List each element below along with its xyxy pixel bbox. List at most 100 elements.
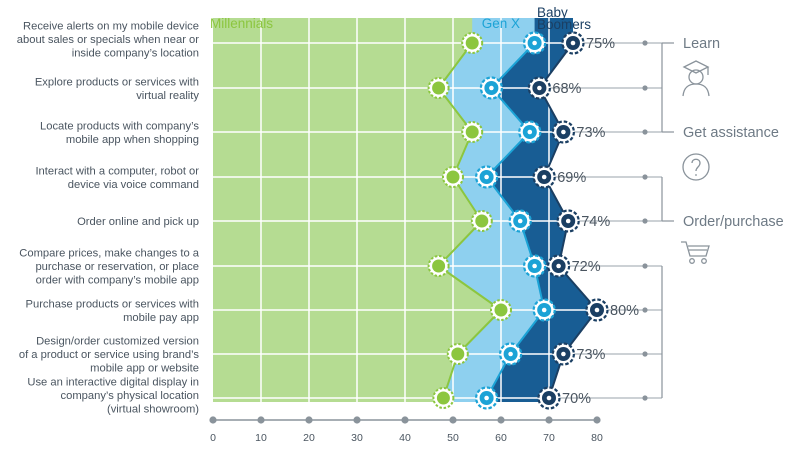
data-point xyxy=(475,165,499,189)
x-tick-dot xyxy=(257,416,265,424)
bracket-tick-dot xyxy=(642,307,648,313)
data-point-dot xyxy=(446,170,460,184)
x-tick-label: 20 xyxy=(303,432,315,444)
category-groups: Learn Get assistance Order/purchase xyxy=(642,36,784,401)
data-point xyxy=(508,209,532,233)
data-point xyxy=(427,77,450,99)
category-label-line: purchase or reservation, or place xyxy=(35,261,199,273)
x-tick-dot xyxy=(497,416,505,424)
category-label-line: (virtual showroom) xyxy=(107,404,199,416)
category-label: Receive alerts on my mobile device about … xyxy=(17,21,199,60)
data-point xyxy=(442,166,464,188)
data-point-center xyxy=(546,395,552,401)
x-tick-dot xyxy=(401,416,409,424)
category-label: Compare prices, make changes to a purchas… xyxy=(19,248,199,287)
data-point xyxy=(537,386,561,410)
question-icon xyxy=(682,153,710,181)
graduate-head xyxy=(688,69,704,85)
category-label-line: inside company’s location xyxy=(72,48,199,60)
x-tick-dot xyxy=(353,416,361,424)
data-point-dot xyxy=(432,81,446,95)
x-tick-label: 50 xyxy=(447,432,459,444)
data-point xyxy=(518,120,542,144)
data-point-dot xyxy=(451,347,465,361)
category-label-line: device via voice command xyxy=(68,179,199,191)
value-label: 68% xyxy=(552,81,581,97)
series-legend: Millennials Gen X Baby Boomers xyxy=(210,5,591,32)
data-point-dot xyxy=(465,125,479,139)
category-label-line: Compare prices, make changes to a xyxy=(19,248,199,260)
data-point xyxy=(461,121,484,143)
data-point xyxy=(551,120,576,144)
group-label: Get assistance xyxy=(683,125,779,141)
data-point-center xyxy=(484,395,489,401)
legend-label-0: Millennials xyxy=(210,16,273,31)
category-label-line: virtual reality xyxy=(136,90,199,102)
data-point-dot xyxy=(465,36,479,50)
data-point xyxy=(532,165,556,189)
bracket-tick-dot xyxy=(642,40,648,46)
graduate-shoulders xyxy=(682,83,710,97)
x-tick-dot xyxy=(209,416,217,424)
value-label: 69% xyxy=(557,170,586,186)
legend-label-2: Baby Boomers xyxy=(537,5,591,32)
legend-label-line: Baby xyxy=(537,5,568,20)
category-label-line: mobile app or website xyxy=(90,363,199,375)
category-label: Locate products with company’s mobile app… xyxy=(40,120,199,146)
category-label-line: Use an interactive digital display in xyxy=(27,377,199,389)
category-label-line: mobile pay app xyxy=(123,312,199,324)
cart-body xyxy=(681,241,710,257)
category-labels: Receive alerts on my mobile device about … xyxy=(17,21,200,416)
data-point xyxy=(479,76,503,100)
category-label-line: Interact with a computer, robot or xyxy=(35,165,199,177)
data-point-center xyxy=(489,85,494,91)
question-dot xyxy=(695,174,697,176)
data-point xyxy=(556,209,580,233)
data-point xyxy=(461,32,484,54)
legend-label-line: Gen X xyxy=(482,16,520,31)
data-point xyxy=(490,299,512,321)
data-point xyxy=(561,31,585,55)
legend-label-1: Gen X xyxy=(482,16,520,31)
data-point-center xyxy=(484,174,489,180)
group-label: Learn xyxy=(683,36,720,52)
bracket-tick-dot xyxy=(642,395,648,401)
category-label: Use an interactive digital display in com… xyxy=(27,377,199,416)
data-point-center xyxy=(565,218,571,224)
data-point-center xyxy=(532,263,537,269)
question-mark xyxy=(691,158,701,172)
data-point-center xyxy=(517,218,523,224)
category-label-line: Design/order customized version xyxy=(36,336,199,348)
data-point xyxy=(446,343,469,365)
category-label-line: company’s physical location xyxy=(61,390,199,402)
data-point-center xyxy=(561,351,566,357)
category-label-line: Locate products with company’s xyxy=(40,120,199,132)
category-label-line: Purchase products or services with xyxy=(26,298,199,310)
cart-wheel xyxy=(689,258,695,264)
data-point xyxy=(427,255,450,277)
category-label: Purchase products or services with mobile… xyxy=(26,298,199,324)
category-label-line: Explore products or services with xyxy=(35,76,199,88)
legend-label-line: Millennials xyxy=(210,16,273,31)
bracket-tick-dot xyxy=(642,129,648,135)
data-point xyxy=(585,298,609,322)
data-point-center xyxy=(594,307,600,313)
category-label-line: about sales or specials when near or xyxy=(17,34,199,46)
category-label-line: of a product or service using brand’s xyxy=(19,349,200,361)
x-tick-label: 40 xyxy=(399,432,411,444)
x-tick-dot xyxy=(545,416,553,424)
category-label: Explore products or services with virtual… xyxy=(35,76,200,102)
legend-label-line: Boomers xyxy=(537,17,591,32)
x-tick-dot xyxy=(593,416,601,424)
data-point xyxy=(546,254,571,278)
data-point xyxy=(499,342,523,366)
category-label-line: order with company’s mobile app xyxy=(36,275,199,287)
data-point-center xyxy=(541,307,547,313)
data-point-center xyxy=(527,129,533,135)
data-point-dot xyxy=(436,391,450,405)
question-circle xyxy=(682,153,710,181)
data-point-center xyxy=(537,85,542,91)
data-point xyxy=(522,254,547,278)
data-point xyxy=(470,210,493,232)
